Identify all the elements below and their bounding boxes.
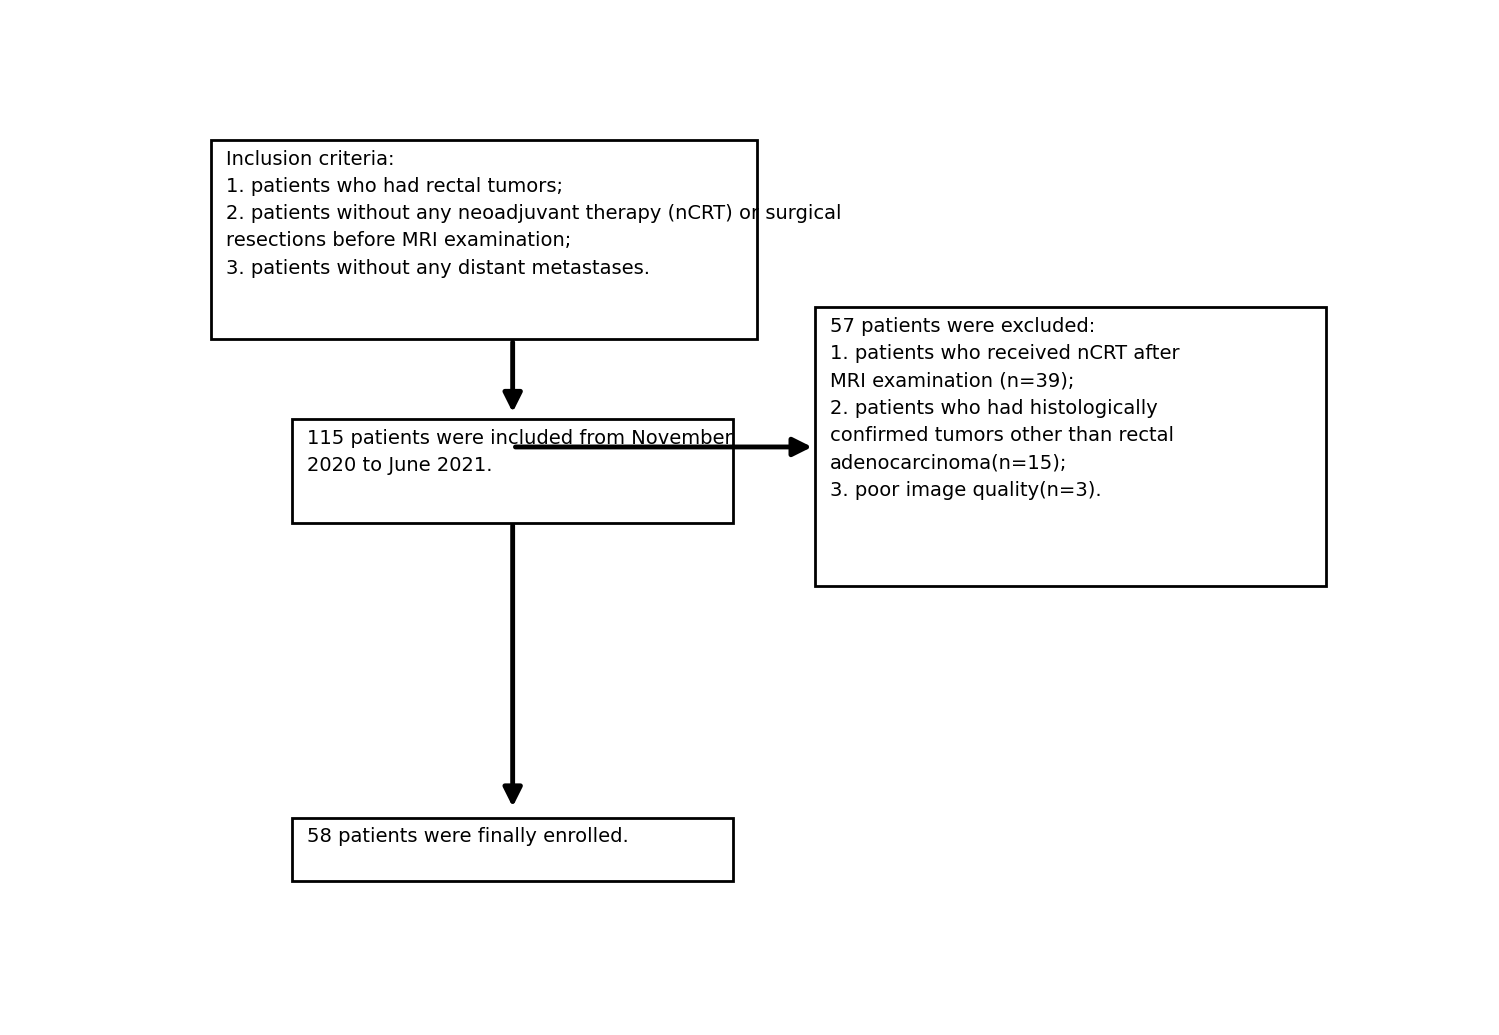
Text: 115 patients were included from November
2020 to June 2021.: 115 patients were included from November… [307, 428, 733, 475]
FancyBboxPatch shape [292, 818, 733, 882]
FancyBboxPatch shape [292, 419, 733, 523]
Text: 57 patients were excluded:
1. patients who received nCRT after
MRI examination (: 57 patients were excluded: 1. patients w… [830, 317, 1180, 500]
FancyBboxPatch shape [815, 307, 1325, 587]
Text: 58 patients were finally enrolled.: 58 patients were finally enrolled. [307, 827, 628, 846]
Text: Inclusion criteria:
1. patients who had rectal tumors;
2. patients without any n: Inclusion criteria: 1. patients who had … [226, 150, 841, 277]
FancyBboxPatch shape [210, 140, 757, 339]
